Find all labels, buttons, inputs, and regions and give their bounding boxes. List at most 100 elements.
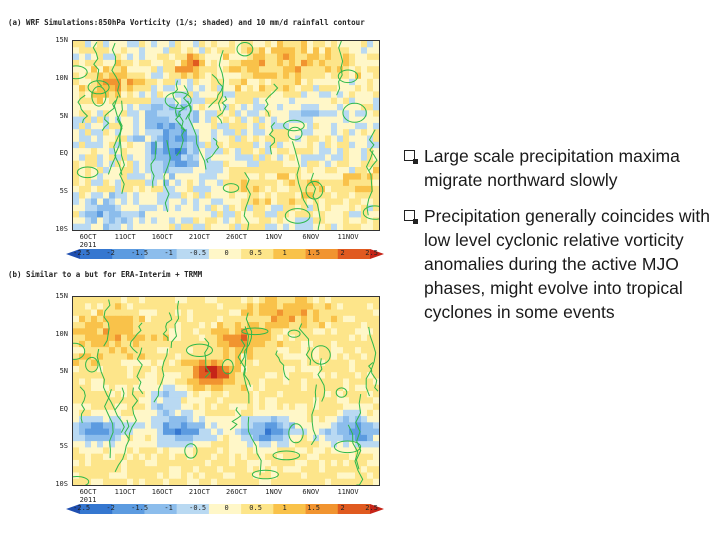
heatmap-cell: [103, 403, 110, 411]
heatmap-cell: [337, 72, 344, 80]
heatmap-cell: [295, 78, 302, 86]
heatmap-cell: [271, 97, 278, 105]
heatmap-cell: [103, 135, 110, 143]
heatmap-cell: [163, 192, 170, 199]
heatmap-cell: [271, 297, 278, 304]
heatmap-cell: [199, 384, 206, 392]
heatmap-cell: [313, 378, 320, 386]
heatmap-cell: [91, 334, 98, 342]
heatmap-cell: [283, 179, 290, 187]
heatmap-cell: [121, 116, 128, 124]
heatmap-cell: [241, 347, 248, 354]
heatmap-cell: [199, 141, 206, 149]
heatmap-cell: [79, 72, 86, 80]
y-tick-label: 10N: [55, 73, 68, 82]
heatmap-cell: [181, 472, 188, 480]
heatmap-cell: [367, 434, 374, 442]
heatmap-cell: [343, 428, 350, 436]
heatmap-cell: [319, 141, 326, 149]
heatmap-cell: [79, 315, 86, 323]
heatmap-cell: [97, 459, 104, 467]
heatmap-cell: [121, 135, 128, 143]
heatmap-cell: [139, 428, 146, 436]
heatmap-cell: [199, 204, 206, 212]
heatmap-cell: [73, 359, 80, 367]
heatmap-cell: [265, 135, 272, 143]
heatmap-cell: [109, 403, 116, 411]
heatmap-cell: [163, 340, 170, 348]
heatmap-cell: [259, 441, 266, 448]
heatmap-cell: [301, 453, 308, 461]
heatmap-cell: [271, 391, 278, 398]
heatmap-cell: [331, 297, 338, 304]
heatmap-cell: [151, 104, 158, 111]
heatmap-cell: [103, 160, 110, 168]
heatmap-cell: [289, 129, 296, 136]
heatmap-cell: [355, 372, 362, 379]
heatmap-cell: [121, 459, 128, 467]
heatmap-cell: [361, 416, 368, 423]
heatmap-cell: [199, 53, 206, 61]
heatmap-cell: [301, 78, 308, 86]
heatmap-cell: [145, 97, 152, 105]
heatmap-cell: [139, 478, 146, 485]
heatmap-cell: [295, 359, 302, 367]
heatmap-cell: [313, 72, 320, 80]
heatmap-cell: [349, 328, 356, 335]
heatmap-cell: [253, 223, 260, 230]
heatmap-cell: [145, 173, 152, 180]
heatmap-cell: [145, 459, 152, 467]
heatmap-cell: [307, 66, 314, 73]
heatmap-cell: [163, 47, 170, 54]
heatmap-cell: [361, 59, 368, 67]
heatmap-cell: [217, 403, 224, 411]
heatmap-cell: [199, 372, 206, 379]
heatmap-cell: [235, 453, 242, 461]
heatmap-cell: [217, 297, 224, 304]
heatmap-cell: [223, 403, 230, 411]
heatmap-cell: [373, 192, 379, 199]
heatmap-cell: [157, 466, 164, 473]
heatmap-cell: [373, 434, 379, 442]
heatmap-cell: [361, 135, 368, 143]
heatmap-cell: [205, 422, 212, 429]
heatmap-cell: [331, 409, 338, 417]
heatmap-cell: [319, 185, 326, 193]
heatmap-cell: [337, 59, 344, 67]
heatmap-cell: [301, 59, 308, 67]
heatmap-cell: [193, 148, 200, 155]
heatmap-cell: [73, 372, 80, 379]
heatmap-cell: [253, 85, 260, 92]
heatmap-cell: [163, 441, 170, 448]
heatmap-cell: [271, 104, 278, 111]
heatmap-cell: [295, 397, 302, 404]
heatmap-cell: [91, 198, 98, 206]
rainfall-contour-line: [317, 358, 326, 402]
heatmap-cell: [301, 441, 308, 448]
colorbar-swatch: [273, 504, 306, 514]
heatmap-cell: [169, 148, 176, 155]
bullet-item: Large scale precipitation maxima migrate…: [402, 144, 712, 192]
heatmap-cell: [91, 428, 98, 436]
heatmap-cell: [217, 359, 224, 367]
heatmap-cell: [361, 409, 368, 417]
heatmap-cell: [91, 66, 98, 73]
heatmap-cell: [265, 185, 272, 193]
heatmap-cell: [301, 315, 308, 323]
heatmap-cell: [121, 59, 128, 67]
heatmap-cell: [145, 403, 152, 411]
heatmap-cell: [115, 353, 122, 361]
heatmap-cell: [205, 347, 212, 354]
heatmap-cell: [127, 91, 134, 99]
heatmap-cell: [361, 403, 368, 411]
heatmap-cell: [169, 154, 176, 162]
heatmap-cell: [169, 160, 176, 168]
heatmap-cell: [277, 328, 284, 335]
heatmap-cell: [133, 185, 140, 193]
heatmap-cell: [325, 97, 332, 105]
heatmap-cell: [361, 365, 368, 373]
colorbar-tick-label: 1.5: [307, 504, 320, 512]
heatmap-cell: [277, 397, 284, 404]
heatmap-cell: [151, 447, 158, 455]
heatmap-cell: [355, 47, 362, 54]
